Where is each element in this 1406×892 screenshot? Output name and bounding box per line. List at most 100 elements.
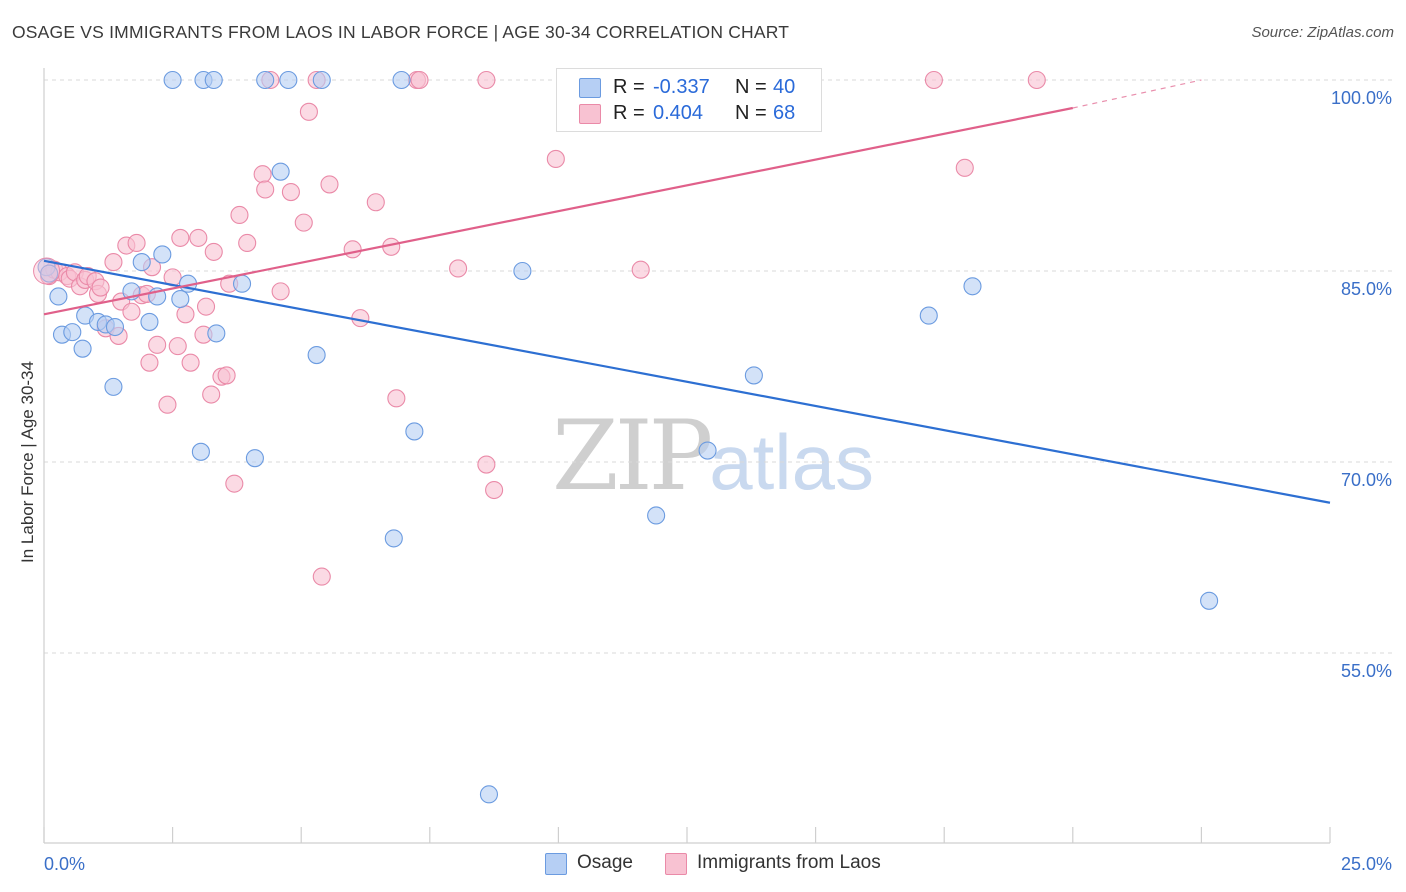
laos-point-28 — [176, 305, 195, 324]
laos-point-44 — [281, 183, 300, 202]
laos-point-36 — [217, 366, 236, 385]
y-tick-label-1: 70.0% — [1341, 470, 1392, 490]
y-axis-label: In Labor Force | Age 30-34 — [18, 361, 37, 563]
laos-point-49 — [343, 240, 362, 259]
laos-point-26 — [168, 337, 187, 356]
osage-point-36 — [204, 70, 223, 90]
laos-point-54 — [449, 259, 468, 278]
osage-point-23 — [307, 345, 326, 365]
x-tick-label-1: 25.0% — [1341, 854, 1392, 874]
y-tick-label-0: 55.0% — [1341, 661, 1392, 681]
laos-point-58 — [631, 260, 650, 279]
osage-point-26 — [479, 785, 499, 804]
laos-point-64 — [477, 70, 496, 90]
y-tick-label-2: 85.0% — [1341, 279, 1392, 299]
osage-n-label: N = — [735, 76, 767, 98]
laos-point-63 — [410, 70, 429, 90]
osage-point-19 — [207, 324, 226, 343]
laos-point-48 — [320, 175, 339, 194]
osage-r-label: R = — [613, 76, 645, 98]
osage-point-2 — [49, 287, 68, 306]
legend-laos-swatch — [665, 853, 687, 875]
laos-point-57 — [546, 149, 565, 168]
watermark-zip: ZIP — [552, 400, 713, 512]
laos-point-29 — [181, 353, 200, 372]
osage-r-value: -0.337 — [653, 76, 710, 98]
osage-point-40 — [392, 70, 411, 90]
laos-n-value: 68 — [773, 102, 796, 124]
osage-point-29 — [698, 441, 717, 460]
osage-point-21 — [245, 449, 264, 468]
osage-swatch — [579, 78, 601, 98]
laos-point-11 — [91, 278, 110, 297]
laos-point-39 — [230, 205, 249, 225]
osage-point-18 — [191, 442, 210, 461]
laos-point-34 — [204, 242, 223, 261]
osage-point-30 — [744, 366, 763, 385]
osage-point-10 — [104, 377, 123, 396]
osage-trendline — [43, 259, 1331, 504]
laos-point-23 — [148, 335, 167, 354]
osage-n-value: 40 — [773, 76, 796, 98]
osage-point-24 — [384, 529, 403, 548]
laos-point-67 — [1027, 70, 1046, 90]
laos-n-label: N = — [735, 102, 767, 124]
chart-title: OSAGE VS IMMIGRANTS FROM LAOS IN LABOR F… — [12, 22, 790, 42]
laos-point-40 — [238, 233, 257, 253]
laos-point-33 — [202, 385, 221, 404]
laos-point-17 — [122, 302, 141, 321]
osage-point-5 — [73, 339, 92, 358]
laos-point-56 — [485, 480, 504, 500]
legend-laos-label: Immigrants from Laos — [697, 852, 881, 873]
osage-point-9 — [105, 317, 125, 337]
laos-point-18 — [127, 233, 146, 253]
osage-point-33 — [1200, 591, 1219, 610]
laos-point-53 — [387, 389, 406, 408]
source-label: Source: ZipAtlas.com — [1251, 24, 1394, 41]
laos-trendline-extension — [1072, 79, 1202, 109]
laos-point-24 — [158, 395, 177, 414]
laos-point-27 — [171, 228, 190, 247]
osage-point-32 — [963, 277, 982, 296]
osage-point-34 — [163, 70, 182, 90]
laos-r-value: 0.404 — [653, 102, 704, 124]
osage-point-20 — [232, 274, 252, 293]
osage-point-13 — [140, 312, 159, 331]
laos-point-21 — [140, 353, 159, 372]
y-tick-label-3: 100.0% — [1331, 88, 1392, 108]
laos-point-59 — [955, 158, 974, 177]
laos-r-label: R = — [613, 102, 645, 124]
laos-point-38 — [225, 474, 244, 493]
laos-point-32 — [196, 297, 216, 316]
stats-legend: R = -0.337 N = 40 R = 0.404 N = 68 — [556, 68, 822, 132]
osage-point-39 — [312, 70, 331, 90]
laos-point-42 — [256, 180, 275, 199]
osage-point-38 — [279, 70, 298, 90]
osage-point-31 — [919, 306, 938, 325]
laos-point-51 — [366, 193, 385, 212]
laos-point-47 — [312, 567, 331, 586]
legend-osage-label: Osage — [577, 852, 633, 873]
laos-point-46 — [299, 102, 318, 121]
osage-point-4 — [63, 323, 82, 342]
laos-point-41 — [253, 165, 272, 184]
osage-point-16 — [171, 289, 190, 309]
legend-osage-swatch — [545, 853, 567, 875]
laos-point-55 — [477, 455, 496, 474]
laos-swatch — [579, 104, 601, 124]
osage-point-1 — [40, 264, 59, 283]
osage-point-22 — [271, 162, 290, 181]
laos-point-66 — [924, 70, 943, 90]
osage-point-25 — [405, 422, 424, 441]
laos-point-45 — [294, 213, 313, 232]
laos-point-43 — [271, 282, 290, 301]
laos-point-30 — [189, 228, 208, 247]
laos-point-13 — [104, 253, 123, 272]
osage-point-27 — [513, 261, 532, 281]
osage-point-15 — [153, 245, 172, 264]
osage-point-28 — [647, 506, 666, 525]
laos-cluster-point — [33, 257, 61, 285]
osage-point-12 — [132, 253, 151, 272]
laos-trendline — [43, 106, 1074, 316]
